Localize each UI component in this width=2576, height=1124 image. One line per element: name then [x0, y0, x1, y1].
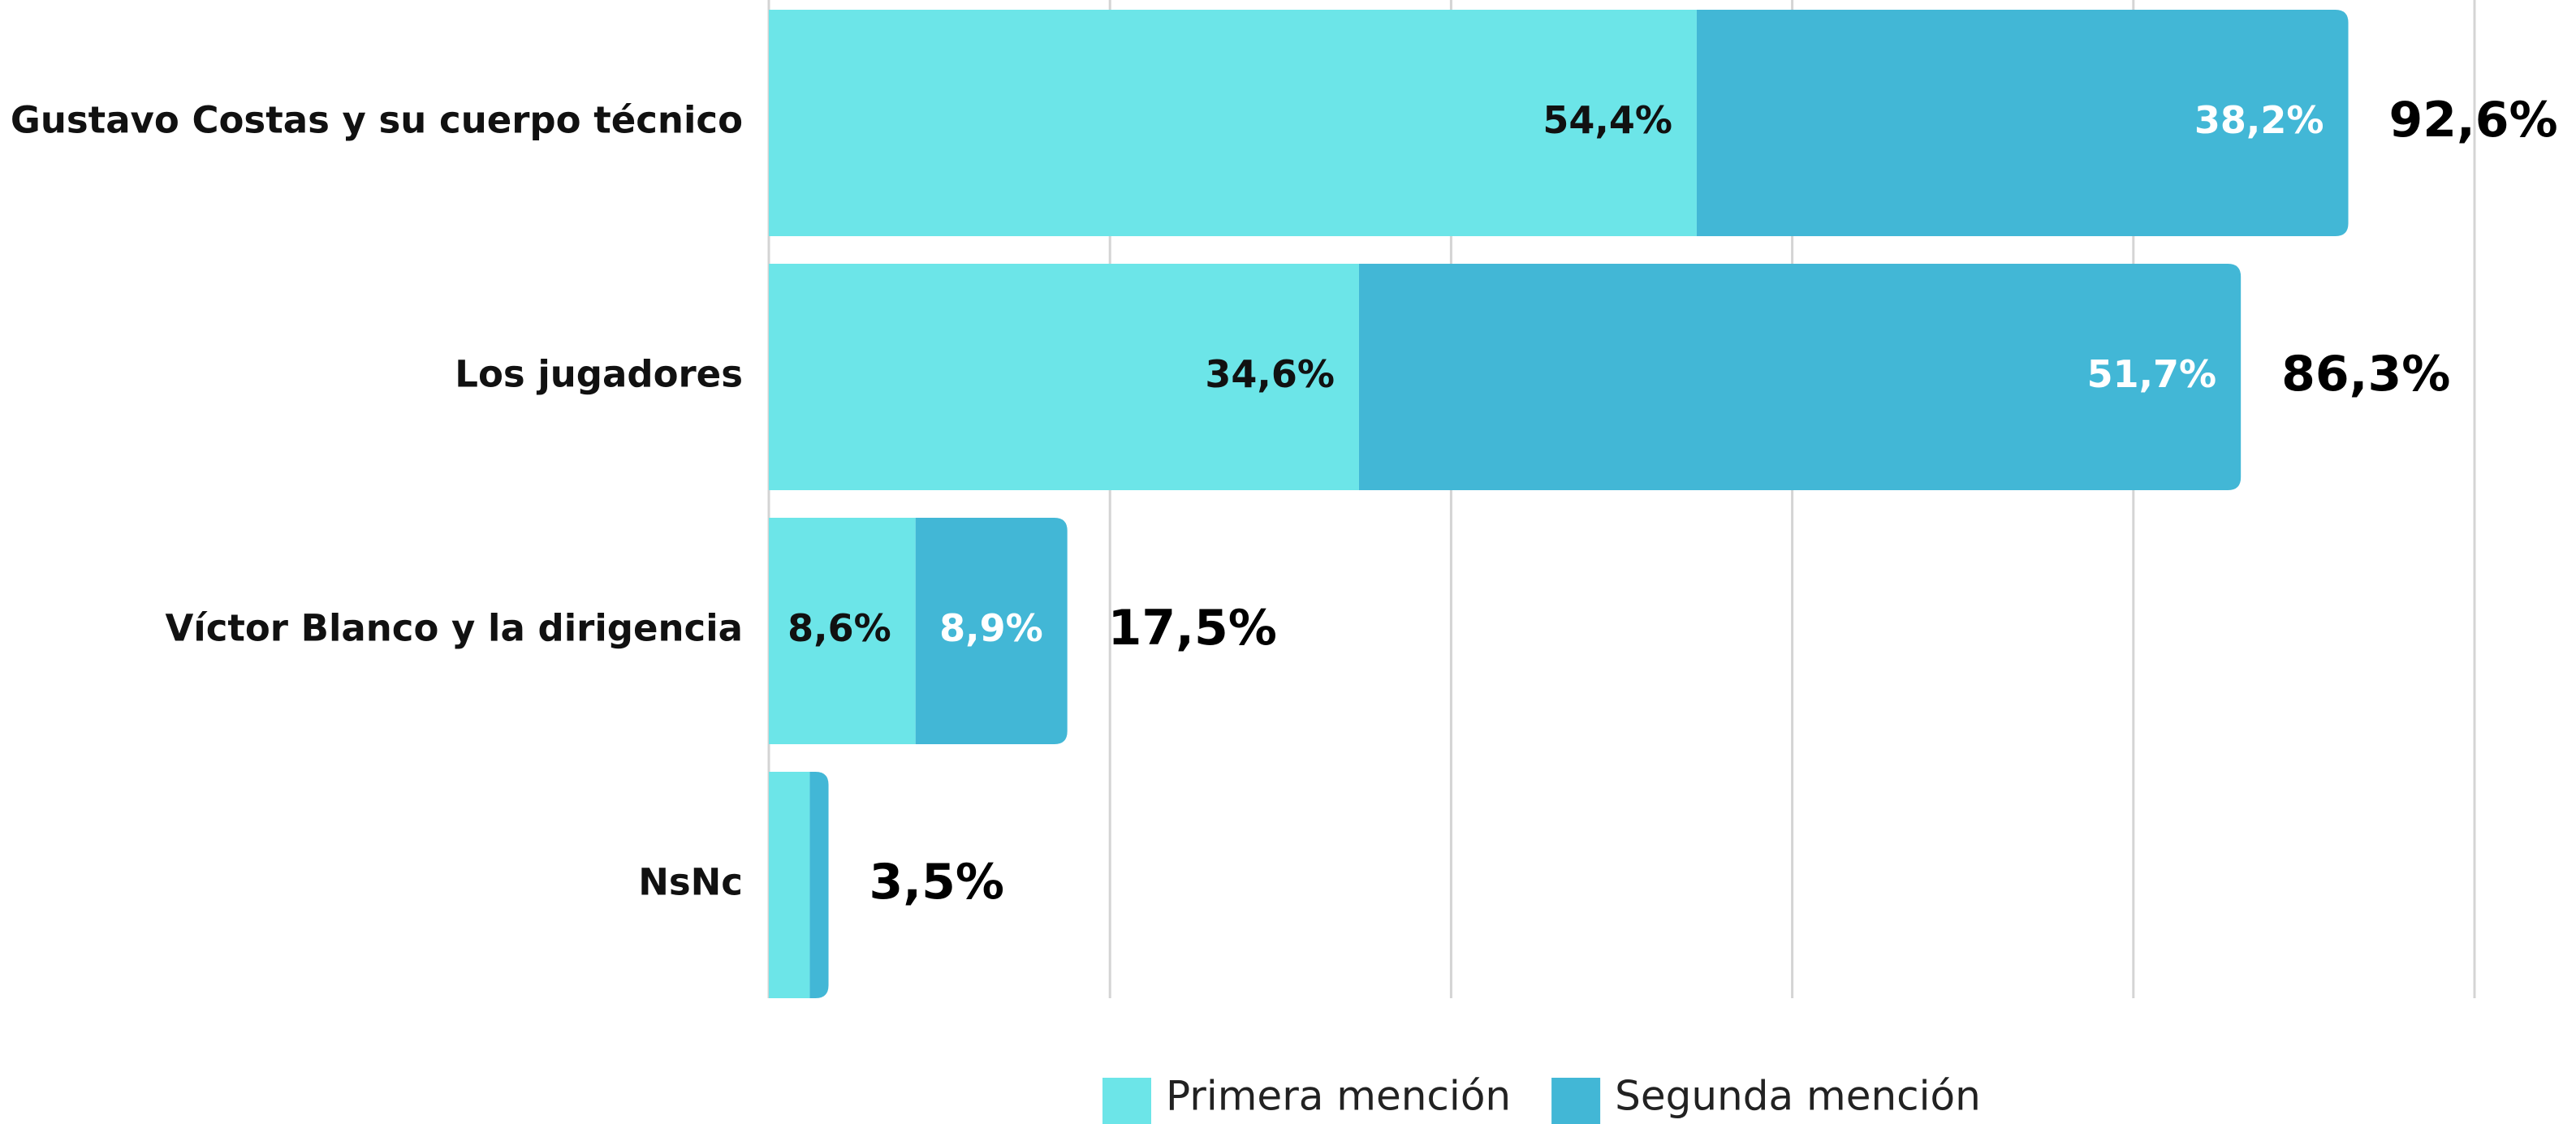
- legend-swatch: [1102, 1078, 1151, 1124]
- value-label: 34,6%: [1205, 352, 1335, 396]
- bar-segment: [809, 772, 829, 998]
- total-label: 17,5%: [1108, 600, 1277, 657]
- total-label: 92,6%: [2389, 92, 2558, 149]
- legend-label: Primera mención: [1166, 1073, 1511, 1120]
- legend-swatch: [1551, 1078, 1601, 1124]
- legend-label: Segunda mención: [1615, 1073, 1981, 1120]
- category-label: Víctor Blanco y la dirigencia: [165, 607, 743, 650]
- value-label: 51,7%: [2087, 352, 2217, 396]
- total-label: 3,5%: [869, 854, 1004, 911]
- labels: Gustavo Costas y su cuerpo técnico 54,4% 3…: [11, 92, 2558, 911]
- value-label: 54,4%: [1543, 98, 1672, 142]
- category-label: NsNc: [638, 861, 743, 904]
- bar-segment: [769, 518, 916, 744]
- bars: [769, 10, 2349, 998]
- category-label: Los jugadores: [455, 353, 743, 396]
- bar-segment: [769, 10, 1697, 236]
- legend: Primera mención Segunda mención: [1102, 1073, 1981, 1124]
- bar-segment: [769, 264, 1359, 490]
- category-label: Gustavo Costas y su cuerpo técnico: [11, 99, 743, 142]
- total-label: 86,3%: [2281, 346, 2450, 403]
- bar-segment: [769, 772, 810, 998]
- value-label: 8,6%: [787, 606, 891, 650]
- bar-segment: [1696, 10, 2349, 236]
- value-label: 38,2%: [2194, 98, 2324, 142]
- bar-segment: [1358, 264, 2242, 490]
- value-label: 8,9%: [939, 606, 1043, 650]
- bar-segment: [915, 518, 1068, 744]
